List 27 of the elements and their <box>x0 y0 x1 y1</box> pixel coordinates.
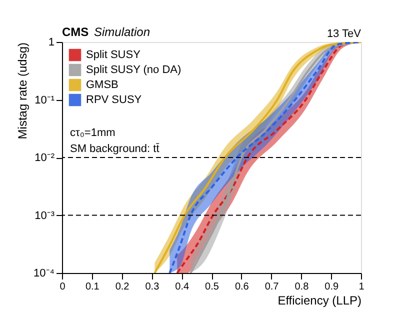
y-axis-title: Mistag rate (udsg) <box>16 42 30 140</box>
x-tick-label: 0.6 <box>234 282 250 292</box>
x-axis-title: Efficiency (LLP) <box>278 294 362 308</box>
y-tick-label: 10⁻¹ <box>34 94 55 106</box>
x-tick-label: 0.5 <box>205 282 220 292</box>
chart-subtitle: Simulation <box>94 25 150 39</box>
x-tick-label: 0.1 <box>85 282 100 292</box>
chart-title: CMS <box>62 25 89 39</box>
y-tick-label: 10⁻² <box>34 152 55 164</box>
x-tick-label: 1 <box>358 282 365 292</box>
y-tick-label: 10⁻⁴ <box>34 268 55 280</box>
y-tick-label: 1 <box>48 36 54 48</box>
x-tick-label: 0.7 <box>264 282 280 292</box>
annotation: cτ₀=1mm <box>70 127 116 139</box>
x-tick-label: 0.8 <box>294 282 310 292</box>
legend-label: Split SUSY <box>86 49 142 61</box>
legend-label: Split SUSY (no DA) <box>86 64 182 76</box>
x-tick-label: 0.3 <box>145 282 160 292</box>
legend-label: GMSB <box>86 79 118 91</box>
x-tick-label: 0.2 <box>115 282 130 292</box>
legend-label: RPV SUSY <box>86 94 142 106</box>
x-tick-label: 0.9 <box>324 282 339 292</box>
y-tick-label: 10⁻³ <box>34 210 55 222</box>
x-tick-label: 0 <box>60 282 66 292</box>
x-tick-label: 0.4 <box>175 282 190 292</box>
annotation: SM background: tt̄ <box>70 142 160 155</box>
text: 13 TeV <box>326 28 362 40</box>
